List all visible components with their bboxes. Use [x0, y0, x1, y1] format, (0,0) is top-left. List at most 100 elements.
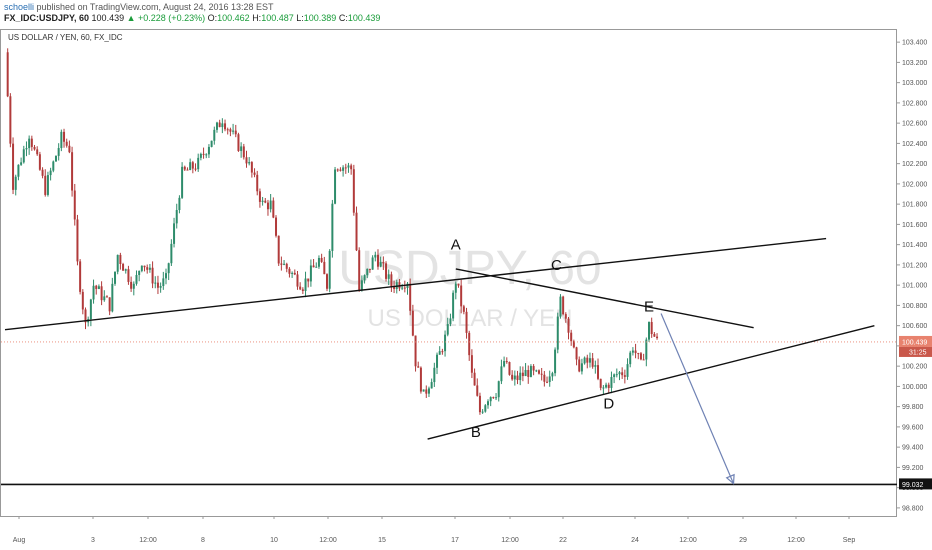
y-tick-label: 98.800 [902, 505, 924, 512]
candle-body [602, 387, 605, 389]
candle-body [186, 169, 189, 171]
drawings: A B C D E [1, 237, 897, 486]
candle-body [205, 154, 208, 156]
candle-body [154, 282, 157, 284]
candle-body [417, 366, 420, 368]
candle-body [588, 358, 591, 363]
candle-body [594, 365, 597, 367]
candle-body [12, 143, 15, 190]
x-tick-label: 12:00 [501, 537, 519, 544]
candle-body [376, 254, 379, 267]
wave-label-b: B [471, 424, 481, 441]
candle-body [615, 374, 618, 376]
candle-body [505, 361, 508, 363]
y-tick-label: 102.200 [902, 161, 927, 168]
candle-body [567, 318, 570, 333]
chart-title: US DOLLAR / YEN, 60, FX_IDC [8, 33, 123, 42]
candle-body [197, 157, 200, 170]
candle-body [215, 122, 218, 130]
candle-body [304, 278, 307, 291]
candle-body [315, 266, 318, 268]
candle-body [460, 285, 463, 307]
candle-body [221, 123, 224, 128]
candle-body [296, 274, 299, 287]
candle-body [328, 250, 331, 289]
level-tag-text: 99.032 [902, 482, 924, 489]
candle-body [326, 274, 328, 289]
candle-body [481, 411, 484, 413]
candle-body [250, 162, 253, 173]
candle-body [79, 261, 82, 292]
high-value: 100.487 [261, 13, 294, 23]
close-label: C: [338, 13, 348, 23]
support-line-long [4, 237, 827, 331]
candle-body [36, 149, 39, 155]
candle-body [248, 162, 251, 164]
candle-body [331, 203, 334, 251]
countdown-tag [899, 346, 932, 357]
candle-body [277, 235, 280, 264]
candle-body [564, 314, 567, 319]
candle-body [650, 322, 653, 335]
price-change: ▲ +0.228 (+0.23%) [126, 13, 206, 23]
price-chart[interactable]: US DOLLAR / YEN, 60, FX_IDC USDJPY, 60 U… [0, 24, 932, 550]
x-tick-label: 12:00 [679, 537, 697, 544]
candle-body [162, 278, 165, 287]
price-axis[interactable]: 103.400 103.200 103.000 102.800 102.600 102.4… [897, 40, 927, 513]
candle-body [253, 172, 256, 175]
candle-body [610, 377, 613, 388]
candle-body [503, 361, 506, 367]
candle-body [656, 336, 659, 339]
candle-body [411, 310, 414, 336]
candle-body [30, 138, 33, 147]
candle-body [202, 153, 205, 155]
candle-body [81, 291, 84, 310]
low-label: L: [296, 13, 304, 23]
candle-body [108, 297, 111, 312]
candle-body [46, 175, 49, 195]
wave-label-d: D [603, 396, 614, 413]
candle-body [626, 364, 629, 377]
last-price-tag [899, 335, 932, 347]
candle-body [433, 367, 436, 383]
candle-body [427, 388, 430, 394]
candle-body [355, 212, 358, 251]
y-tick-label: 99.400 [902, 445, 924, 452]
candle-body [350, 165, 353, 170]
author-link[interactable]: schoelli [4, 2, 35, 12]
candle-body [156, 282, 159, 288]
candle-body [462, 306, 465, 312]
y-tick-label: 103.200 [902, 60, 927, 67]
wave-label-c: C [551, 257, 562, 274]
candle-body [580, 363, 583, 372]
candle-body [436, 354, 439, 368]
y-tick-label: 101.800 [902, 202, 927, 209]
candle-body [92, 285, 95, 300]
candle-body [546, 381, 549, 383]
candle-body [6, 52, 9, 97]
candle-body [629, 352, 632, 365]
candle-body [497, 381, 500, 398]
candle-body [175, 210, 178, 224]
candle-body [334, 169, 337, 204]
candle-body [605, 384, 608, 388]
y-tick-label: 102.600 [902, 121, 927, 128]
candle-body [237, 134, 240, 151]
candle-body [165, 273, 167, 279]
candle-body [422, 389, 425, 392]
time-axis[interactable]: Aug 3 12:00 8 10 12:00 15 17 12:00 22 24 12:00 29 12:… [13, 516, 856, 544]
candle-body [489, 397, 492, 402]
candle-body [167, 263, 170, 274]
y-tick-label: 100.200 [902, 364, 927, 371]
candle-body [33, 146, 36, 150]
candle-body [344, 167, 347, 169]
candle-body [63, 131, 66, 142]
wave-label-a: A [451, 237, 461, 254]
candle-body [634, 350, 637, 354]
candle-body [465, 311, 468, 333]
candle-body [516, 375, 519, 381]
candle-body [234, 130, 237, 135]
candle-body [52, 161, 55, 171]
candle-body [578, 359, 581, 372]
candle-body [181, 166, 184, 198]
